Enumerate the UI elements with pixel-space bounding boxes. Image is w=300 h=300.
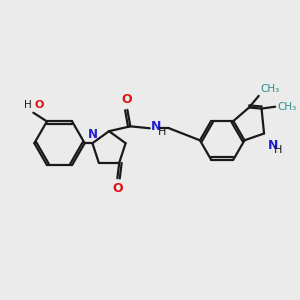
Text: N: N bbox=[268, 139, 278, 152]
Text: H: H bbox=[274, 145, 282, 155]
Text: O: O bbox=[112, 182, 123, 195]
Text: CH₃: CH₃ bbox=[277, 102, 296, 112]
Text: H: H bbox=[158, 127, 166, 137]
Text: N: N bbox=[151, 120, 161, 133]
Text: O: O bbox=[34, 100, 44, 110]
Text: H: H bbox=[24, 100, 32, 110]
Text: O: O bbox=[121, 93, 132, 106]
Text: CH₃: CH₃ bbox=[261, 84, 280, 94]
Text: N: N bbox=[87, 128, 98, 141]
